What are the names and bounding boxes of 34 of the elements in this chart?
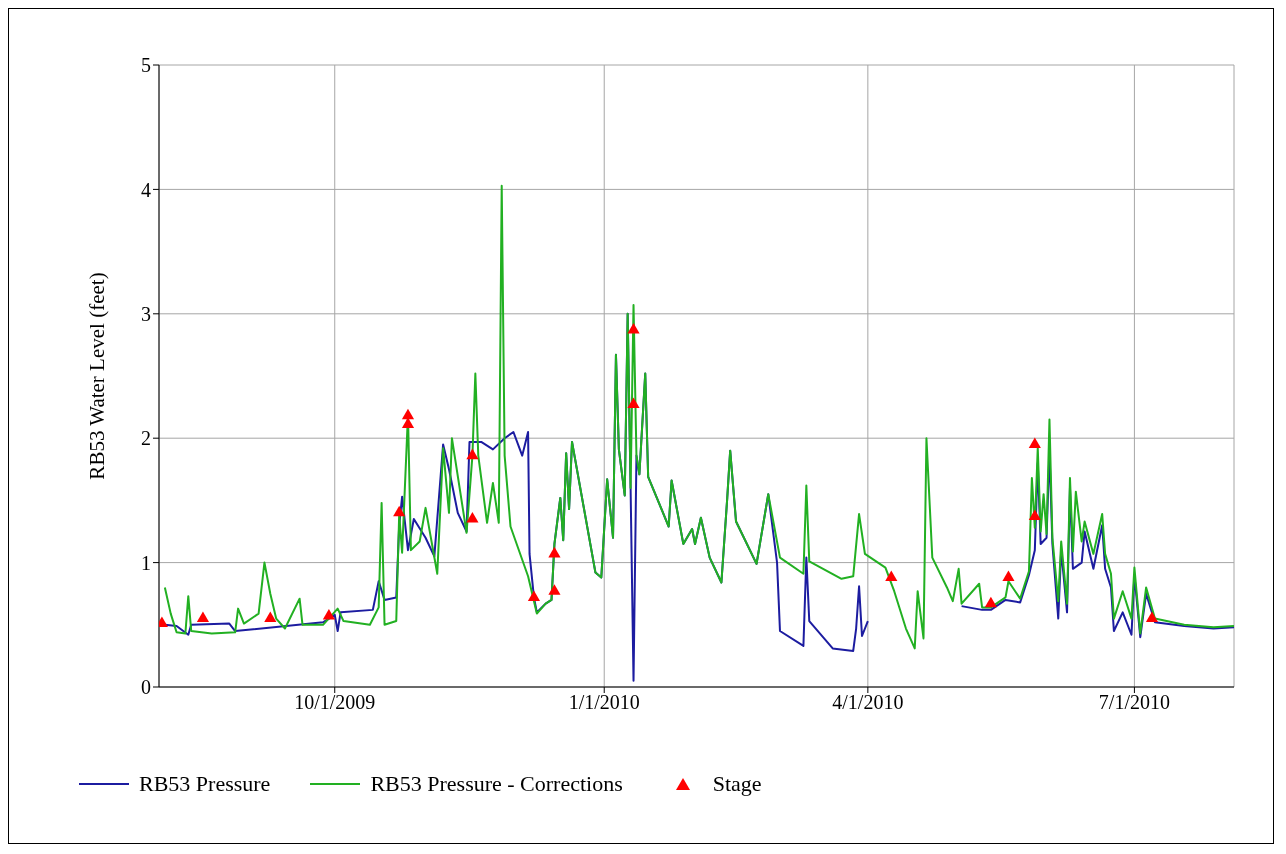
x-tick-label: 1/1/2010 xyxy=(568,691,640,714)
y-tick-label: 3 xyxy=(141,302,151,325)
y-tick-label: 4 xyxy=(141,178,151,201)
point xyxy=(885,570,898,582)
point xyxy=(196,611,210,623)
point xyxy=(264,611,277,623)
point xyxy=(1002,570,1015,582)
legend-label: RB53 Pressure xyxy=(139,771,271,797)
point xyxy=(548,584,561,595)
point xyxy=(1028,437,1041,448)
point xyxy=(322,609,335,620)
y-axis-title: RB53 Water Level (feet) xyxy=(85,272,110,480)
x-tick-label: 10/1/2009 xyxy=(294,691,376,714)
line-series xyxy=(163,184,1234,650)
y-tick-label: 1 xyxy=(141,551,151,574)
point xyxy=(393,505,406,517)
x-tick-label: 7/1/2010 xyxy=(1098,691,1170,714)
point xyxy=(466,448,479,460)
x-tick-label: 4/1/2010 xyxy=(832,691,904,714)
point xyxy=(627,322,640,334)
point xyxy=(401,408,415,420)
point xyxy=(984,596,997,608)
y-tick-label: 5 xyxy=(141,54,151,77)
point xyxy=(1028,509,1041,521)
point xyxy=(401,417,415,429)
y-tick-label: 0 xyxy=(141,676,151,699)
point xyxy=(627,397,640,409)
point xyxy=(527,590,541,601)
legend-label: Stage xyxy=(712,771,762,797)
legend-label: RB53 Pressure - Corrections xyxy=(370,771,623,797)
y-tick-label: 2 xyxy=(141,427,151,450)
point xyxy=(466,512,479,523)
point xyxy=(548,546,561,558)
point xyxy=(1145,611,1159,623)
